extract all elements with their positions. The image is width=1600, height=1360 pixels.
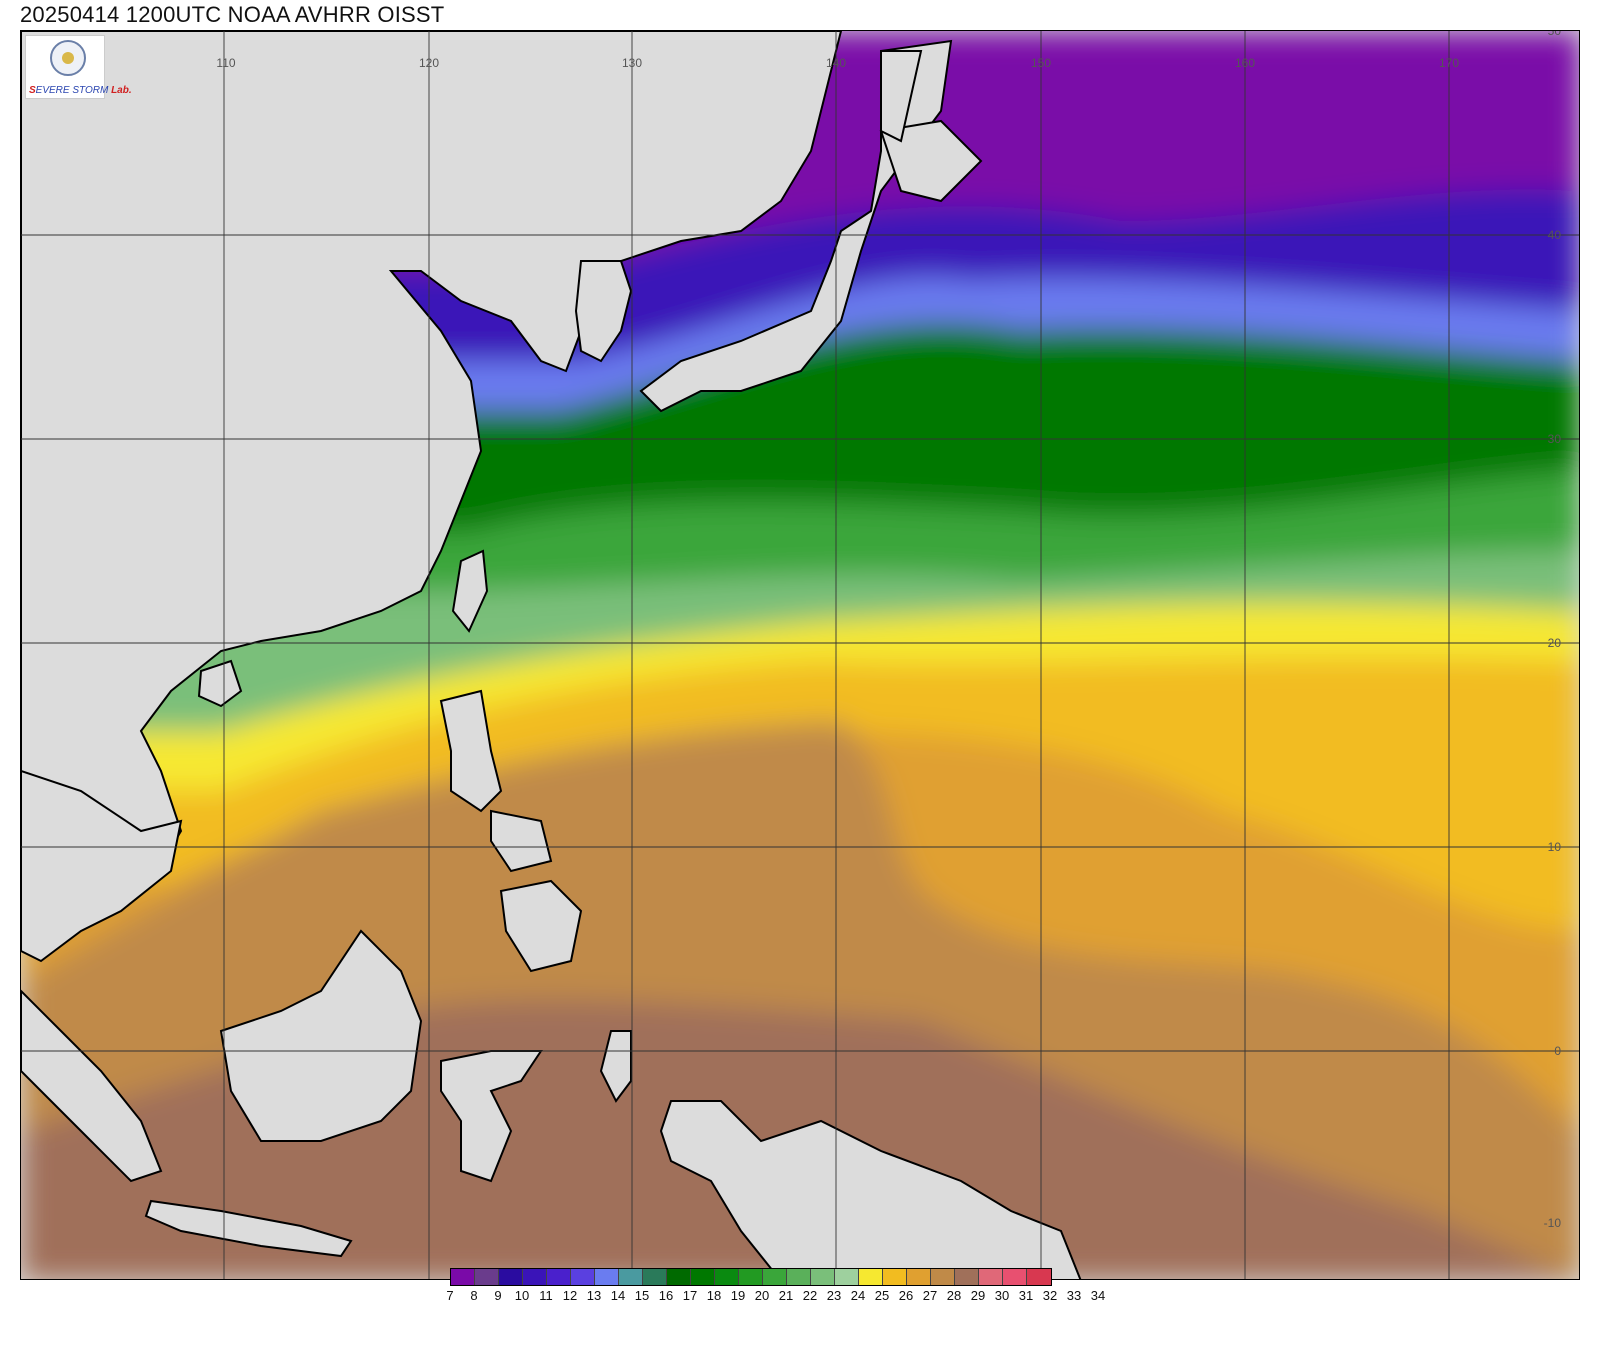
severe-storm-lab-logo: SEVERE STORM Lab. bbox=[25, 35, 132, 99]
colorbar-label: 8 bbox=[470, 1288, 478, 1303]
colorbar-label: 11 bbox=[539, 1288, 553, 1303]
colorbar-label: 10 bbox=[514, 1288, 530, 1303]
colorbar-label: 16 bbox=[658, 1288, 674, 1303]
new-guinea bbox=[659, 1100, 1082, 1279]
colorbar-label: 14 bbox=[610, 1288, 626, 1303]
lat-label: 50 bbox=[1548, 31, 1562, 38]
asia-mainland bbox=[21, 31, 843, 882]
sakhalin bbox=[880, 50, 923, 143]
hokkaido bbox=[879, 119, 983, 203]
colorbar-swatch bbox=[595, 1269, 619, 1285]
colorbar-swatch bbox=[955, 1269, 979, 1285]
colorbar-label: 34 bbox=[1090, 1288, 1106, 1303]
colorbar-swatch bbox=[931, 1269, 955, 1285]
colorbar-swatch bbox=[763, 1269, 787, 1285]
sst-map-canvas: 110 120 130 140 150 160 170 50 40 30 20 … bbox=[21, 31, 1579, 1279]
colorbar-label: 27 bbox=[922, 1288, 938, 1303]
lon-labels: 110 120 130 140 150 160 170 bbox=[216, 56, 1459, 70]
colorbar-label: 13 bbox=[586, 1288, 602, 1303]
colorbar-swatch bbox=[883, 1269, 907, 1285]
lon-label: 110 bbox=[216, 56, 235, 70]
colorbar-swatch bbox=[499, 1269, 523, 1285]
map-title: 20250414 1200UTC NOAA AVHRR OISST bbox=[20, 2, 445, 27]
colorbar-label: 15 bbox=[634, 1288, 650, 1303]
colorbar-swatch bbox=[1027, 1269, 1051, 1285]
lon-label: 150 bbox=[1031, 56, 1051, 70]
colorbar-label: 18 bbox=[706, 1288, 722, 1303]
colorbar-label: 26 bbox=[898, 1288, 914, 1303]
lon-label: 170 bbox=[1439, 56, 1459, 70]
philippines-luzon bbox=[439, 689, 503, 813]
lon-label: 140 bbox=[826, 56, 846, 70]
colorbar-label: 33 bbox=[1066, 1288, 1082, 1303]
lon-label: 120 bbox=[419, 56, 439, 70]
korea bbox=[574, 260, 633, 363]
lon-label: 130 bbox=[622, 56, 642, 70]
colorbar-swatch bbox=[475, 1269, 499, 1285]
borneo bbox=[219, 929, 423, 1142]
colorbar-label: 28 bbox=[946, 1288, 962, 1303]
lat-labels: 50 40 30 20 10 0 -10 bbox=[1544, 31, 1562, 1230]
colorbar-swatch bbox=[787, 1269, 811, 1285]
hainan bbox=[197, 659, 243, 708]
colorbar-label: 25 bbox=[874, 1288, 890, 1303]
colorbar-swatch bbox=[1003, 1269, 1027, 1285]
lat-label: 30 bbox=[1548, 432, 1562, 446]
philippines-visayas bbox=[490, 809, 553, 873]
colorbar-label: 20 bbox=[754, 1288, 770, 1303]
colorbar-label: 32 bbox=[1042, 1288, 1058, 1303]
halmahera bbox=[599, 1030, 632, 1103]
lat-label: -10 bbox=[1544, 1216, 1562, 1230]
colorbar-swatch bbox=[571, 1269, 595, 1285]
colorbar-label: 31 bbox=[1018, 1288, 1034, 1303]
colorbar-swatch bbox=[547, 1269, 571, 1285]
philippines-mindanao bbox=[499, 879, 583, 973]
colorbar-label: 22 bbox=[802, 1288, 818, 1303]
taiwan bbox=[451, 549, 489, 633]
colorbar-labels: 7 8 9 10 11 12 13 14 15 16 17 18 19 20 21 22 23 24 25 26 27 2… bbox=[446, 1288, 1150, 1304]
logo-text: SEVERE STORM Lab. bbox=[29, 85, 132, 96]
colorbar-swatch bbox=[739, 1269, 763, 1285]
colorbar-label: 30 bbox=[994, 1288, 1010, 1303]
colorbar-swatch bbox=[691, 1269, 715, 1285]
colorbar bbox=[450, 1268, 1052, 1286]
graticule bbox=[21, 31, 1579, 1279]
indochina bbox=[21, 769, 183, 963]
colorbar-swatch bbox=[907, 1269, 931, 1285]
colorbar-label: 12 bbox=[562, 1288, 578, 1303]
colorbar-swatch bbox=[619, 1269, 643, 1285]
lon-label: 160 bbox=[1235, 56, 1255, 70]
colorbar-swatch bbox=[859, 1269, 883, 1285]
lat-label: 0 bbox=[1554, 1044, 1561, 1058]
colorbar-swatch bbox=[643, 1269, 667, 1285]
seal-icon bbox=[50, 40, 86, 76]
colorbar-swatch bbox=[835, 1269, 859, 1285]
colorbar-label: 29 bbox=[970, 1288, 986, 1303]
colorbar-swatch bbox=[523, 1269, 547, 1285]
colorbar-swatch bbox=[715, 1269, 739, 1285]
colorbar-label: 17 bbox=[682, 1288, 698, 1303]
java bbox=[144, 1199, 353, 1258]
sst-map: 110 120 130 140 150 160 170 50 40 30 20 … bbox=[20, 30, 1580, 1280]
colorbar-swatch bbox=[451, 1269, 475, 1285]
colorbar-label: 21 bbox=[778, 1288, 794, 1303]
colorbar-label: 23 bbox=[826, 1288, 842, 1303]
land bbox=[21, 31, 1082, 1279]
colorbar-label: 19 bbox=[730, 1288, 746, 1303]
colorbar-swatch bbox=[811, 1269, 835, 1285]
lat-label: 20 bbox=[1548, 636, 1562, 650]
colorbar-label: 24 bbox=[850, 1288, 866, 1303]
colorbar-swatch bbox=[667, 1269, 691, 1285]
lat-label: 10 bbox=[1548, 840, 1562, 854]
colorbar-swatch bbox=[979, 1269, 1003, 1285]
colorbar-label: 7 bbox=[446, 1288, 454, 1303]
colorbar-label: 9 bbox=[494, 1288, 502, 1303]
lat-label: 40 bbox=[1548, 228, 1562, 242]
